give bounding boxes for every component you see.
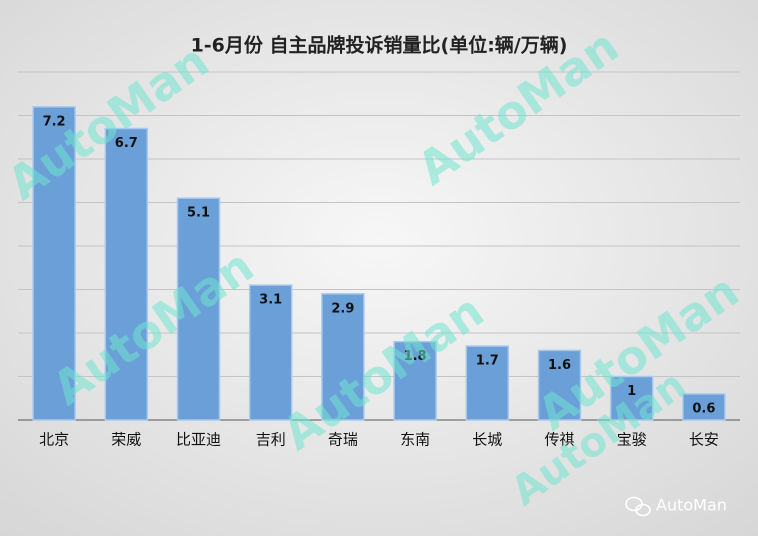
chart-title: 1-6月份 自主品牌投诉销量比(单位:辆/万辆) [191,34,568,57]
bar [609,375,654,421]
x-tick-label: 荣威 [111,431,141,449]
data-label: 1 [627,384,636,399]
x-tick-label: 比亚迪 [176,431,221,449]
x-tick-label: 长城 [472,431,502,449]
bar [32,106,76,421]
bar [104,127,149,421]
data-label: 5.1 [187,206,210,221]
bar [248,284,293,421]
bar [537,349,582,421]
data-label: 6.7 [115,136,138,151]
plot: 北京 7.2 荣威 6.7 比亚迪 5.1 吉利 3.1 奇瑞 2.9 东南 1.8 长城 1.7 传祺 1.… [18,71,740,449]
x-tick-label: 传祺 [544,431,574,449]
bar [176,197,221,421]
x-tick-label: 东南 [400,431,430,449]
bar [465,345,510,421]
data-label: 0.6 [692,401,715,416]
x-tick-label: 宝骏 [617,431,647,449]
data-label: 3.1 [259,293,282,308]
data-label: 1.7 [476,354,499,369]
bar [682,393,726,421]
data-label: 1.8 [404,349,427,364]
x-tick-label: 北京 [39,431,69,449]
data-label: 1.6 [548,358,571,373]
x-tick-label: 吉利 [256,431,286,449]
footer-logo [625,496,651,517]
data-label: 7.2 [43,114,66,129]
data-label: 2.9 [331,301,354,316]
x-tick-label: 奇瑞 [328,431,358,449]
footer-text: AutoMan [656,496,727,515]
bar [393,340,437,421]
x-tick-label: 长安 [689,431,719,449]
bar [321,293,365,421]
